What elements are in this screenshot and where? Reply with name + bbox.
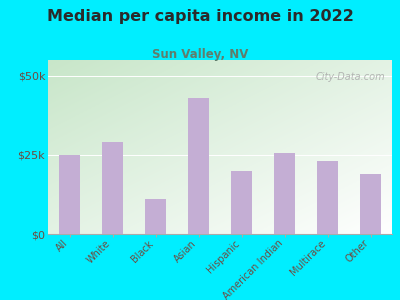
- Bar: [188, 98, 209, 234]
- Bar: [274, 153, 295, 234]
- Bar: [59, 155, 80, 234]
- Bar: [145, 199, 166, 234]
- Bar: [317, 161, 338, 234]
- Bar: [360, 174, 381, 234]
- Bar: [231, 171, 252, 234]
- Text: Sun Valley, NV: Sun Valley, NV: [152, 48, 248, 61]
- Bar: [102, 142, 123, 234]
- Text: City-Data.com: City-Data.com: [316, 72, 385, 82]
- Text: Median per capita income in 2022: Median per capita income in 2022: [46, 9, 354, 24]
